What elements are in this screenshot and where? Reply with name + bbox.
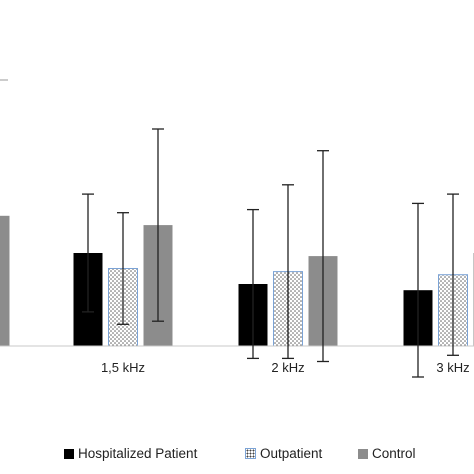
error-bar-outpatient-1 [117,212,129,325]
error-bar-hospitalized-patient-3 [412,202,424,378]
error-bars-layer [82,128,459,378]
error-bar-control-2 [317,150,329,363]
error-bar-hospitalized-patient-2 [247,208,259,360]
bars-layer [0,215,474,347]
error-bar-outpatient-3 [447,193,459,356]
legend-label-outpatient: Outpatient [260,446,323,461]
x-tick-label-3: 3 kHz [436,360,469,375]
legend-label-hospitalized: Hospitalized Patient [78,446,198,461]
legend-item-control: Control [358,446,416,461]
legend-swatch-control [358,448,368,459]
x-tick-label-2: 2 kHz [271,360,304,375]
legend-swatch-hospitalized [64,448,74,459]
x-tick-labels: 1,5 kHz 2 kHz 3 kHz [101,360,470,375]
bar-control-0 [0,215,10,346]
legend-swatch-outpatient [245,448,256,459]
legend-item-hospitalized: Hospitalized Patient [64,446,197,461]
legend: Hospitalized Patient Outpatient Control [0,440,474,468]
error-bar-outpatient-2 [282,184,294,360]
error-bar-hospitalized-patient-1 [82,193,94,313]
x-tick-label-1: 1,5 kHz [101,360,145,375]
error-bar-control-1 [152,128,164,322]
legend-item-outpatient: Outpatient [245,446,322,461]
legend-label-control: Control [372,446,416,461]
